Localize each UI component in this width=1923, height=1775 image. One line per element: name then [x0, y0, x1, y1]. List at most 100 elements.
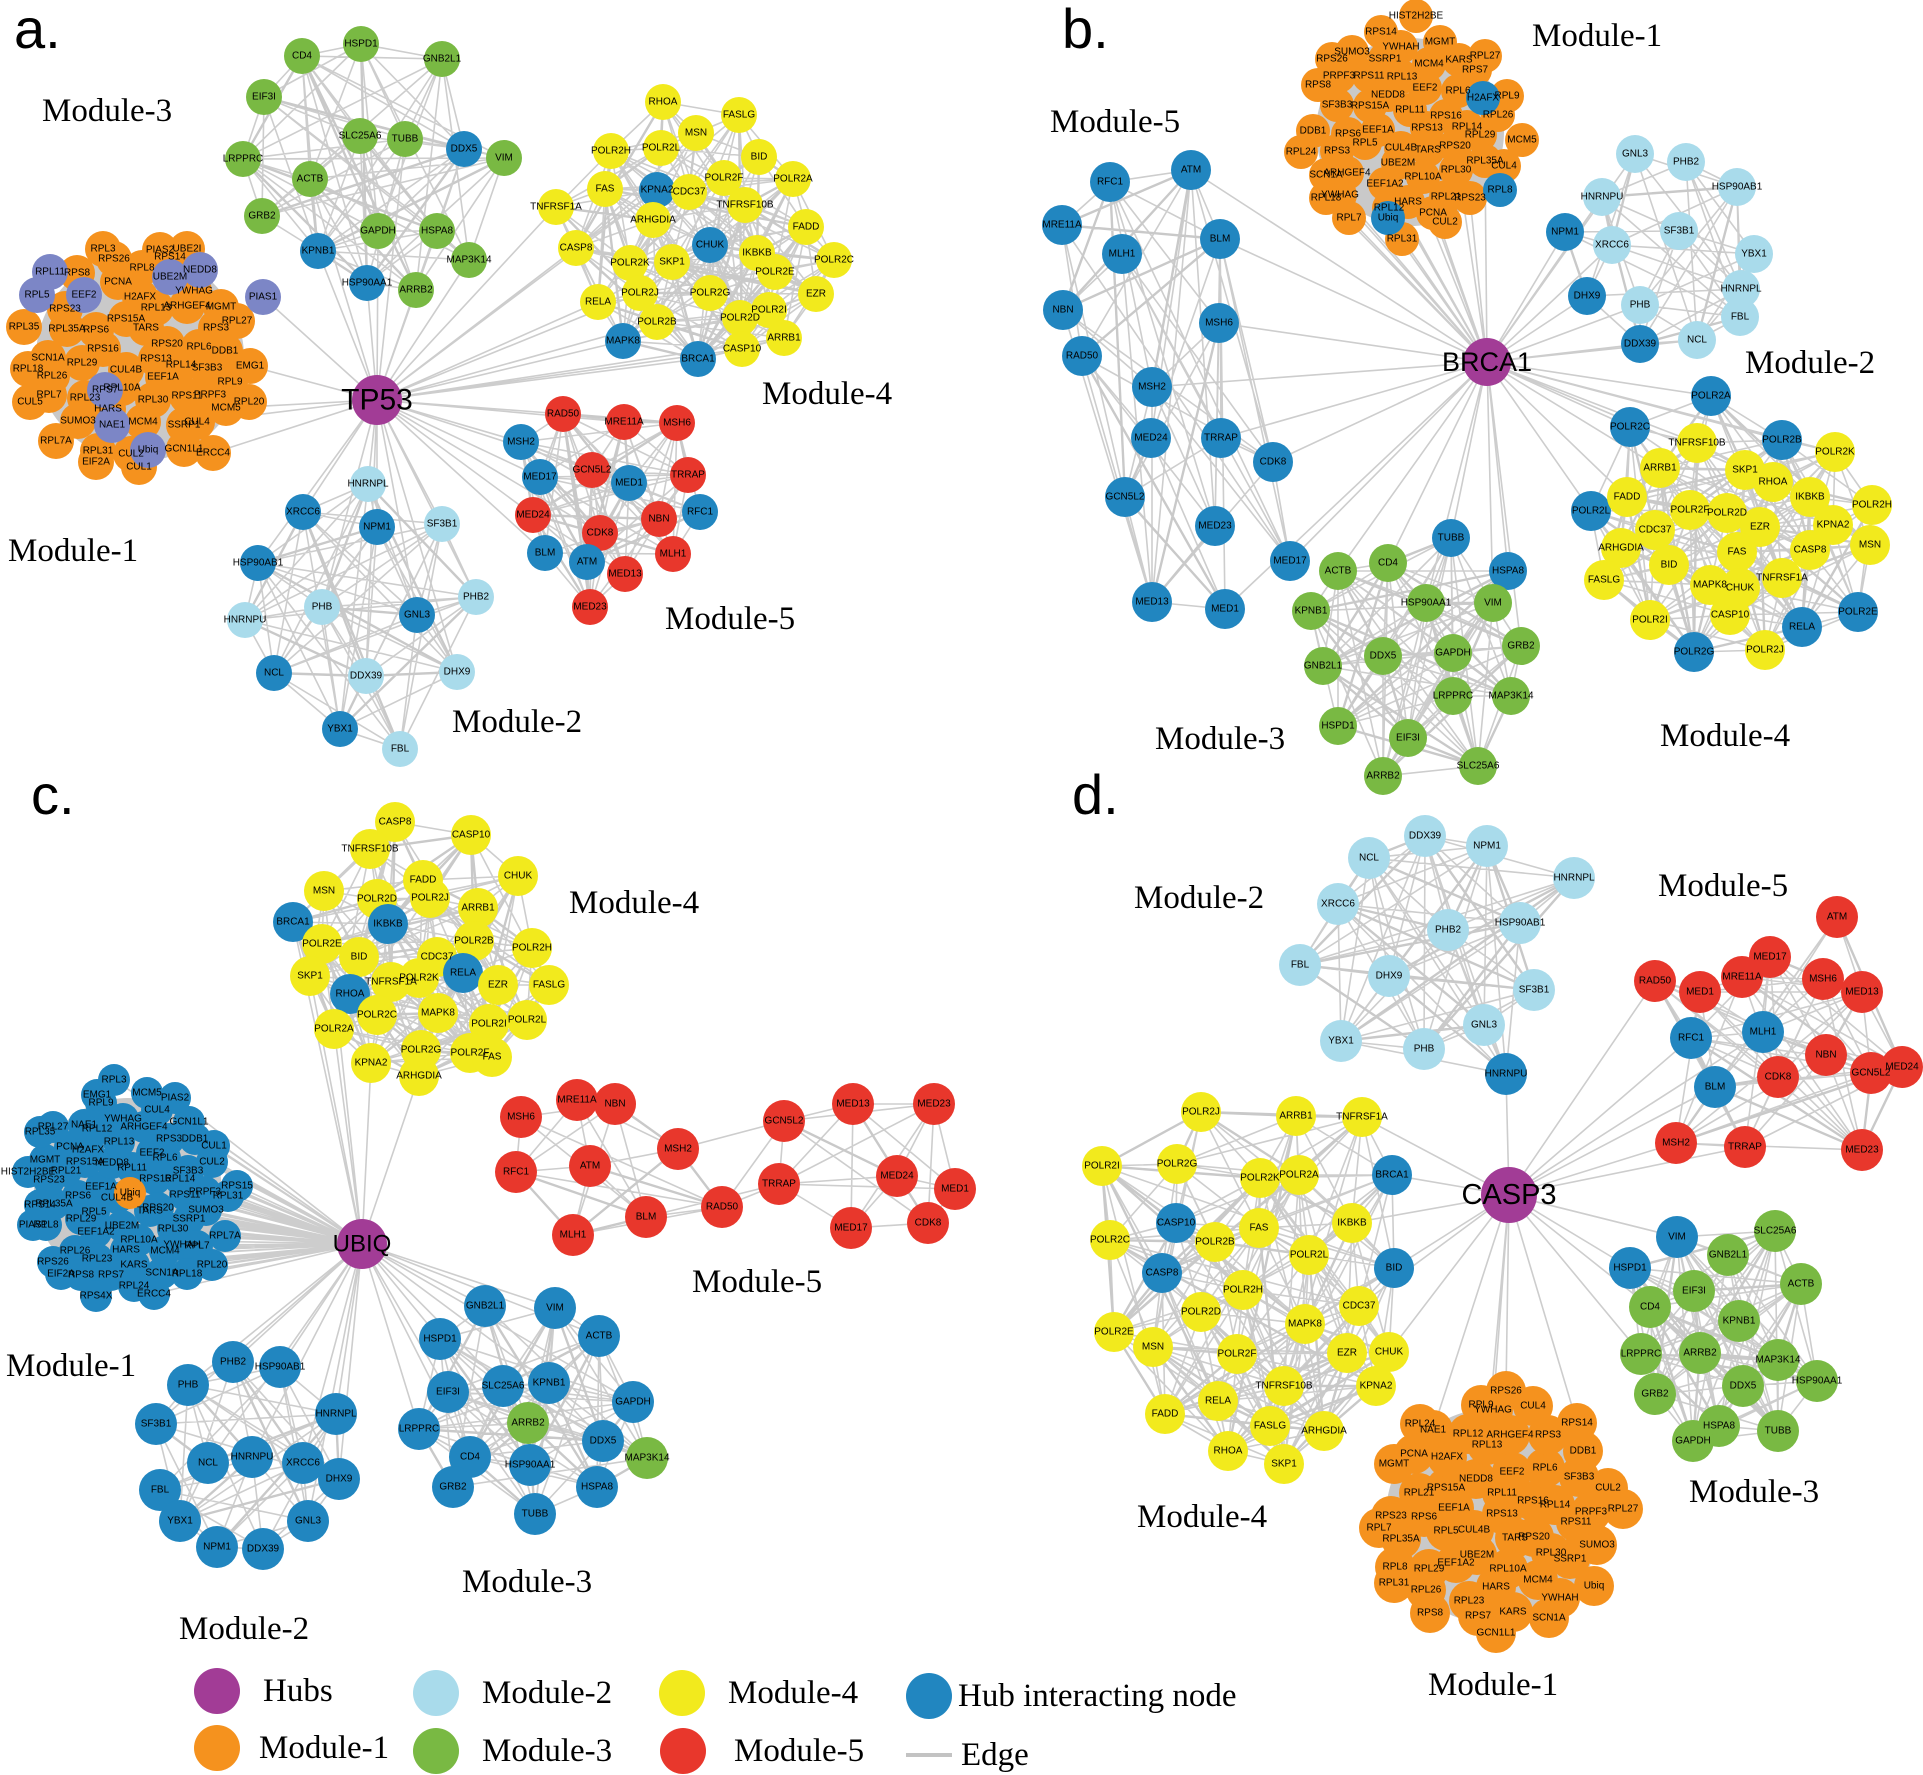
- svg-text:RPS7: RPS7: [92, 385, 119, 396]
- svg-text:EEF2: EEF2: [1499, 1467, 1524, 1478]
- svg-text:RPL12: RPL12: [1374, 203, 1405, 214]
- svg-text:RPL23: RPL23: [1454, 1596, 1485, 1607]
- svg-text:FAS: FAS: [596, 184, 615, 195]
- svg-text:RPL3: RPL3: [101, 1075, 126, 1086]
- svg-text:MED23: MED23: [1845, 1145, 1879, 1156]
- svg-text:SCN1A: SCN1A: [145, 1268, 179, 1279]
- svg-text:RPS6: RPS6: [1411, 1512, 1438, 1523]
- svg-text:LRPPRC: LRPPRC: [1621, 1349, 1662, 1360]
- svg-text:EIF3I: EIF3I: [252, 92, 276, 103]
- svg-text:GRB2: GRB2: [1507, 641, 1535, 652]
- svg-text:NEDD8: NEDD8: [95, 1158, 129, 1169]
- svg-text:MCM4: MCM4: [150, 1246, 180, 1257]
- svg-text:EIF2A: EIF2A: [82, 457, 110, 468]
- svg-text:SSRP1: SSRP1: [173, 1214, 206, 1225]
- svg-text:TNFRSF10B: TNFRSF10B: [716, 200, 774, 211]
- svg-text:POLR2C: POLR2C: [1090, 1235, 1130, 1246]
- svg-text:RPS16: RPS16: [1517, 1496, 1549, 1507]
- svg-text:KPNB1: KPNB1: [1723, 1316, 1756, 1327]
- svg-text:UBE2M: UBE2M: [1381, 158, 1415, 169]
- svg-text:FAS: FAS: [483, 1052, 502, 1063]
- svg-text:FADD: FADD: [1614, 492, 1641, 503]
- svg-text:ARHGEF4: ARHGEF4: [163, 301, 211, 312]
- svg-text:RPL14: RPL14: [165, 1174, 196, 1185]
- svg-text:NPM1: NPM1: [1473, 841, 1501, 852]
- svg-text:MSH6: MSH6: [507, 1112, 535, 1123]
- svg-text:NCL: NCL: [1687, 335, 1707, 346]
- svg-text:RPL27: RPL27: [1608, 1504, 1639, 1515]
- svg-text:POLR2I: POLR2I: [471, 1019, 507, 1030]
- svg-text:EIF3I: EIF3I: [1682, 1286, 1706, 1297]
- svg-text:RPL7A: RPL7A: [40, 436, 72, 447]
- svg-text:MED24: MED24: [1134, 433, 1168, 444]
- svg-text:RPL20: RPL20: [234, 397, 265, 408]
- svg-text:RPS11: RPS11: [170, 1190, 201, 1201]
- svg-text:LRPPRC: LRPPRC: [399, 1424, 440, 1435]
- svg-text:RPL8: RPL8: [1382, 1562, 1407, 1573]
- svg-text:GCN5L2: GCN5L2: [1852, 1068, 1891, 1079]
- svg-text:POLR2I: POLR2I: [1632, 615, 1668, 626]
- svg-text:c.: c.: [31, 763, 75, 826]
- svg-text:MSH2: MSH2: [1138, 382, 1166, 393]
- svg-text:TUBB: TUBB: [1438, 533, 1465, 544]
- svg-text:BLM: BLM: [1210, 234, 1231, 245]
- svg-text:MED1: MED1: [941, 1184, 969, 1195]
- svg-text:LRPPRC: LRPPRC: [223, 154, 264, 165]
- svg-text:RFC1: RFC1: [503, 1167, 530, 1178]
- svg-text:ATM: ATM: [577, 557, 597, 568]
- svg-text:RPS15A: RPS15A: [1427, 1483, 1466, 1494]
- svg-text:Ubiq: Ubiq: [138, 445, 159, 456]
- svg-text:MED1: MED1: [1686, 987, 1714, 998]
- svg-text:RPL5: RPL5: [81, 1207, 106, 1218]
- svg-text:BID: BID: [351, 952, 368, 963]
- svg-text:TRRAP: TRRAP: [762, 1179, 796, 1190]
- svg-text:CDC37: CDC37: [421, 952, 454, 963]
- svg-text:POLR2F: POLR2F: [451, 1048, 490, 1059]
- svg-text:RPS7: RPS7: [1465, 1611, 1492, 1622]
- svg-text:RPL6: RPL6: [152, 1153, 177, 1164]
- svg-text:POLR2E: POLR2E: [1838, 607, 1878, 618]
- svg-text:RPL13: RPL13: [1387, 72, 1418, 83]
- svg-text:DDX39: DDX39: [350, 671, 383, 682]
- svg-text:SF3B3: SF3B3: [192, 363, 223, 374]
- svg-text:RPS23: RPS23: [1454, 193, 1486, 204]
- svg-text:RFC1: RFC1: [1678, 1033, 1705, 1044]
- svg-text:RPL20: RPL20: [197, 1260, 228, 1271]
- svg-text:HSPD1: HSPD1: [1321, 721, 1355, 732]
- svg-text:EEF1A: EEF1A: [1362, 125, 1394, 136]
- svg-text:ACTB: ACTB: [586, 1331, 613, 1342]
- svg-text:RPL27: RPL27: [222, 316, 253, 327]
- svg-text:RPL11: RPL11: [117, 1163, 147, 1174]
- svg-text:HIST2H2BE: HIST2H2BE: [1389, 11, 1444, 22]
- svg-text:DHX9: DHX9: [326, 1474, 353, 1485]
- svg-text:RPS3: RPS3: [203, 323, 230, 334]
- svg-text:Module-3: Module-3: [462, 1564, 592, 1600]
- svg-text:H2AFX: H2AFX: [1431, 1452, 1464, 1463]
- svg-text:NBN: NBN: [1052, 305, 1073, 316]
- svg-text:HSPD1: HSPD1: [1613, 1263, 1647, 1274]
- svg-text:MED24: MED24: [1885, 1062, 1919, 1073]
- svg-text:RPL3: RPL3: [90, 244, 115, 255]
- svg-text:BRCA1: BRCA1: [1442, 347, 1532, 377]
- svg-text:RPL13: RPL13: [104, 1137, 135, 1148]
- svg-text:HARS: HARS: [1482, 1582, 1510, 1593]
- svg-text:RPL9: RPL9: [1494, 91, 1519, 102]
- svg-text:HSPA8: HSPA8: [1492, 566, 1524, 577]
- svg-text:CASP8: CASP8: [1146, 1268, 1179, 1279]
- svg-text:VIM: VIM: [1484, 598, 1502, 609]
- svg-text:HSPA8: HSPA8: [421, 226, 453, 237]
- svg-text:Module-2: Module-2: [452, 704, 582, 740]
- svg-text:MSH2: MSH2: [664, 1144, 692, 1155]
- svg-text:POLR2K: POLR2K: [399, 973, 439, 984]
- svg-text:POLR2E: POLR2E: [302, 939, 342, 950]
- svg-text:PCNA: PCNA: [104, 277, 132, 288]
- svg-text:RPL5: RPL5: [24, 290, 49, 301]
- svg-text:MCM4: MCM4: [1414, 59, 1444, 70]
- svg-text:RPL10A: RPL10A: [1489, 1564, 1527, 1575]
- svg-text:MCM4: MCM4: [128, 417, 158, 428]
- svg-text:FASLG: FASLG: [533, 980, 565, 991]
- svg-text:POLR2C: POLR2C: [357, 1010, 397, 1021]
- svg-text:Module-1: Module-1: [1532, 18, 1662, 54]
- svg-text:CUL2: CUL2: [199, 1157, 225, 1168]
- svg-text:KPNA2: KPNA2: [355, 1058, 388, 1069]
